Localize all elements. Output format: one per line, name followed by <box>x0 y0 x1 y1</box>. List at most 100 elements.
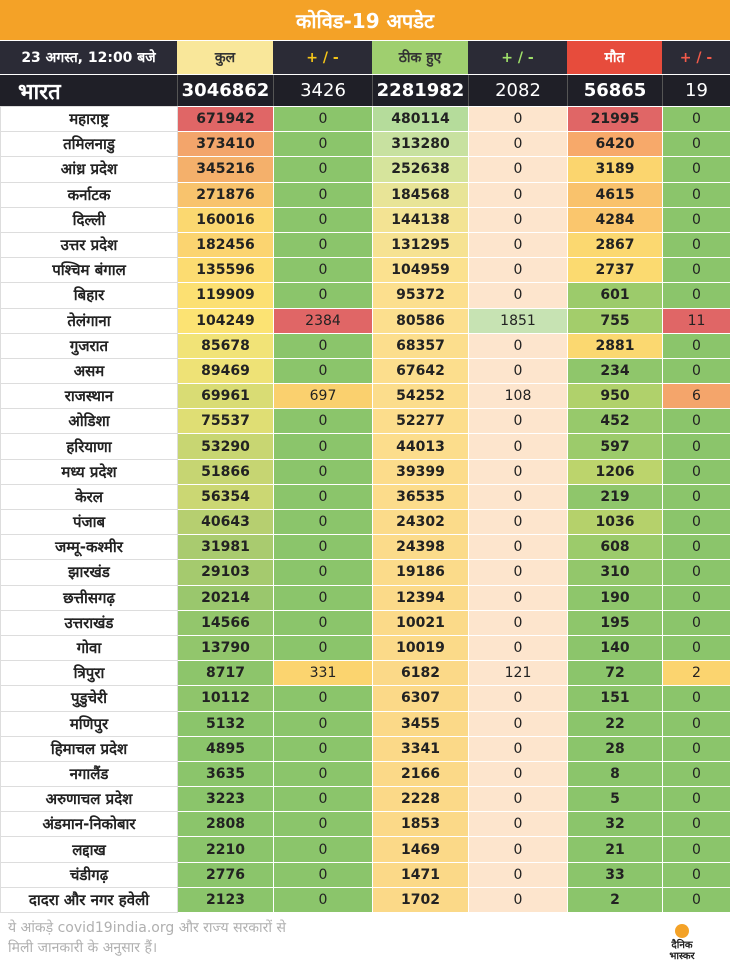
state-name: त्रिपुरा <box>0 660 178 687</box>
state-name: अरुणाचल प्रदेश <box>0 786 178 813</box>
total-change: 0 <box>273 685 373 712</box>
total-change: 0 <box>273 786 373 813</box>
recovered-change: 0 <box>468 408 568 435</box>
recovered-cases: 104959 <box>372 257 469 284</box>
state-name: हरियाणा <box>0 433 178 460</box>
total-change: 0 <box>273 181 373 208</box>
recovered-cases: 3455 <box>372 710 469 737</box>
total-change: 0 <box>273 508 373 536</box>
death-count: 1206 <box>567 458 663 485</box>
recovered-change: 1851 <box>468 307 568 334</box>
death-change: 0 <box>662 786 730 813</box>
death-change: 0 <box>662 609 730 636</box>
table-row: गुजरात 85678 0 68357 0 2881 0 <box>0 332 730 359</box>
table-row: पुडुचेरी 10112 0 6307 0 151 0 <box>0 685 730 712</box>
recovered-cases: 2166 <box>372 760 469 788</box>
state-name: पुडुचेरी <box>0 685 178 712</box>
death-count: 2867 <box>567 231 663 259</box>
recovered-cases: 144138 <box>372 206 469 233</box>
recovered-cases: 2228 <box>372 786 469 813</box>
recovered-cases: 131295 <box>372 231 469 259</box>
source-note-line-2: मिली जानकारी के अनुसार हैं। <box>8 940 158 956</box>
death-change: 0 <box>662 156 730 183</box>
recovered-cases: 480114 <box>372 105 469 133</box>
recovered-cases: 54252 <box>372 383 469 410</box>
death-change: 0 <box>662 534 730 561</box>
header-date: 23 अगस्त, 12:00 बजे <box>0 41 177 74</box>
table-row: मणिपुर 5132 0 3455 0 22 0 <box>0 710 730 737</box>
recovered-cases: 1853 <box>372 811 469 838</box>
recovered-cases: 3341 <box>372 735 469 762</box>
recovered-change: 0 <box>468 433 568 460</box>
total-change: 0 <box>273 156 373 183</box>
state-name: असम <box>0 357 178 385</box>
state-name: जम्मू-कश्मीर <box>0 534 178 561</box>
death-count: 601 <box>567 282 663 309</box>
death-count: 6420 <box>567 131 663 158</box>
state-name: तमिलनाडु <box>0 131 178 158</box>
recovered-change: 0 <box>468 534 568 561</box>
state-name: उत्तराखंड <box>0 609 178 636</box>
total-cases: 89469 <box>177 357 274 385</box>
total-cases: 160016 <box>177 206 274 233</box>
recovered-change: 0 <box>468 105 568 133</box>
death-change: 0 <box>662 584 730 611</box>
table-row: जम्मू-कश्मीर 31981 0 24398 0 608 0 <box>0 534 730 561</box>
total-cases: 3635 <box>177 760 274 788</box>
recovered-change: 0 <box>468 786 568 813</box>
header-recovered: ठीक हुए <box>372 41 468 74</box>
recovered-change: 0 <box>468 282 568 309</box>
page-title: कोविड-19 अपडेट <box>0 0 730 40</box>
death-change: 0 <box>662 332 730 359</box>
table-row: चंडीगढ़ 2776 0 1471 0 33 0 <box>0 861 730 888</box>
header-deaths-change: + / - <box>662 41 730 74</box>
death-count: 755 <box>567 307 663 334</box>
recovered-change: 0 <box>468 257 568 284</box>
recovered-change: 0 <box>468 332 568 359</box>
state-name: पश्चिम बंगाल <box>0 257 178 284</box>
state-name: महाराष्ट्र <box>0 105 178 133</box>
recovered-cases: 52277 <box>372 408 469 435</box>
recovered-change: 0 <box>468 609 568 636</box>
india-deaths: 56865 <box>567 75 662 106</box>
table-row: पंजाब 40643 0 24302 0 1036 0 <box>0 508 730 536</box>
state-name: झारखंड <box>0 559 178 586</box>
recovered-cases: 36535 <box>372 483 469 511</box>
death-count: 32 <box>567 811 663 838</box>
death-change: 0 <box>662 257 730 284</box>
logo-line-2: भास्कर <box>669 951 695 962</box>
death-change: 0 <box>662 811 730 838</box>
total-cases: 53290 <box>177 433 274 460</box>
state-name: लद्दाख <box>0 836 178 863</box>
total-change: 0 <box>273 257 373 284</box>
footer: ये आंकड़े covid19india.org और राज्य सरका… <box>0 916 730 973</box>
total-change: 0 <box>273 131 373 158</box>
india-total-change: 3426 <box>273 75 372 106</box>
india-recovered: 2281982 <box>372 75 468 106</box>
recovered-cases: 10019 <box>372 634 469 662</box>
state-table: महाराष्ट्र 671942 0 480114 0 21995 0 तमिलनाडु 37… <box>0 105 730 914</box>
total-change: 697 <box>273 383 373 410</box>
table-row: तमिलनाडु 373410 0 313280 0 6420 0 <box>0 131 730 158</box>
total-change: 0 <box>273 584 373 611</box>
state-name: उत्तर प्रदेश <box>0 231 178 259</box>
recovered-cases: 1702 <box>372 886 469 914</box>
table-header: 23 अगस्त, 12:00 बजे कुल + / - ठीक हुए + … <box>0 41 730 74</box>
recovered-change: 0 <box>468 508 568 536</box>
recovered-cases: 6307 <box>372 685 469 712</box>
india-total: 3046862 <box>177 75 273 106</box>
total-cases: 85678 <box>177 332 274 359</box>
death-change: 11 <box>662 307 730 334</box>
total-cases: 8717 <box>177 660 274 687</box>
death-change: 0 <box>662 181 730 208</box>
total-cases: 373410 <box>177 131 274 158</box>
table-row: महाराष्ट्र 671942 0 480114 0 21995 0 <box>0 105 730 133</box>
death-change: 0 <box>662 408 730 435</box>
state-name: छत्तीसगढ़ <box>0 584 178 611</box>
total-cases: 51866 <box>177 458 274 485</box>
state-name: मध्य प्रदेश <box>0 458 178 485</box>
table-row: छत्तीसगढ़ 20214 0 12394 0 190 0 <box>0 584 730 611</box>
recovered-cases: 6182 <box>372 660 469 687</box>
death-count: 3189 <box>567 156 663 183</box>
recovered-change: 0 <box>468 231 568 259</box>
